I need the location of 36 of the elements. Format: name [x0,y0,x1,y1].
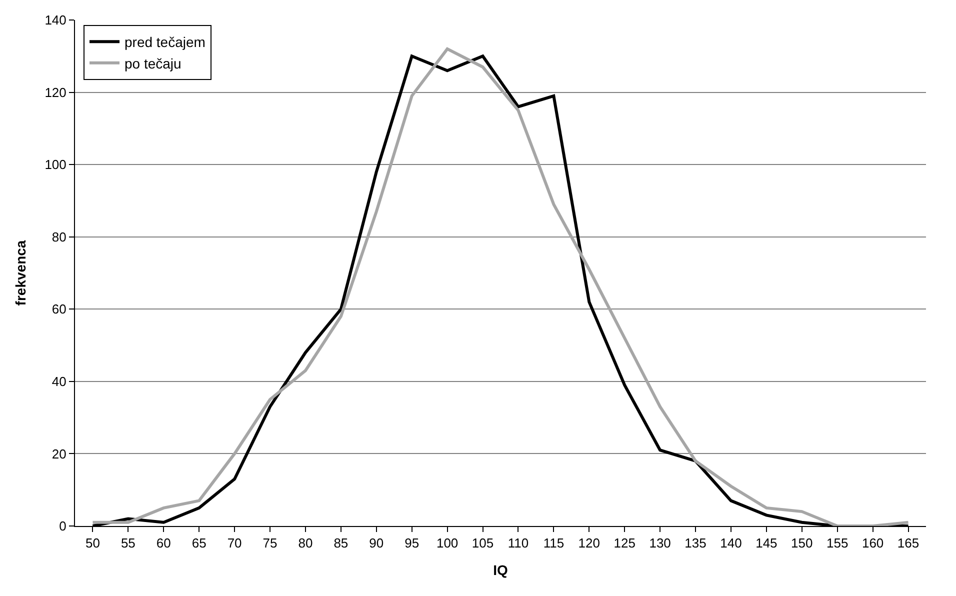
x-tick-label: 115 [543,536,564,551]
x-tick-label: 135 [684,536,706,551]
x-axis-title: IQ [493,562,508,578]
x-tick-label: 70 [227,536,242,551]
x-tick-label: 125 [614,536,636,551]
legend-label: po tečaju [124,55,182,72]
y-tick-label: 60 [52,302,66,317]
x-tick-label: 165 [897,536,920,551]
x-tick-label: 140 [720,536,742,551]
x-tick-label: 150 [791,536,813,551]
x-tick-label: 60 [156,536,171,551]
legend-label: pred tečajem [124,34,206,50]
x-tick-label: 80 [298,536,313,551]
y-tick-label: 0 [59,518,66,534]
x-tick-label: 90 [369,536,384,551]
x-tick-label: 55 [120,536,136,551]
y-tick-label: 80 [52,229,66,244]
y-tick-label: 20 [52,446,66,462]
x-tick-label: 95 [404,536,420,551]
x-tick-label: 75 [262,536,278,551]
y-tick-label: 40 [52,374,66,389]
x-tick-label: 85 [334,536,348,551]
x-tick-label: 110 [508,536,529,551]
x-tick-label: 105 [472,536,494,551]
x-tick-label: 155 [826,536,848,551]
y-tick-label: 120 [44,84,66,100]
x-tick-label: 160 [862,536,884,551]
y-tick-label: 100 [44,157,66,172]
x-tick-label: 130 [649,536,671,551]
x-tick-label: 50 [85,536,100,551]
y-axis-title: frekvenca [12,240,28,306]
x-tick-label: 145 [756,536,778,551]
y-tick-label: 140 [44,12,66,28]
x-tick-label: 100 [436,536,458,551]
x-tick-label: 120 [578,536,600,551]
x-tick-label: 65 [192,536,206,551]
